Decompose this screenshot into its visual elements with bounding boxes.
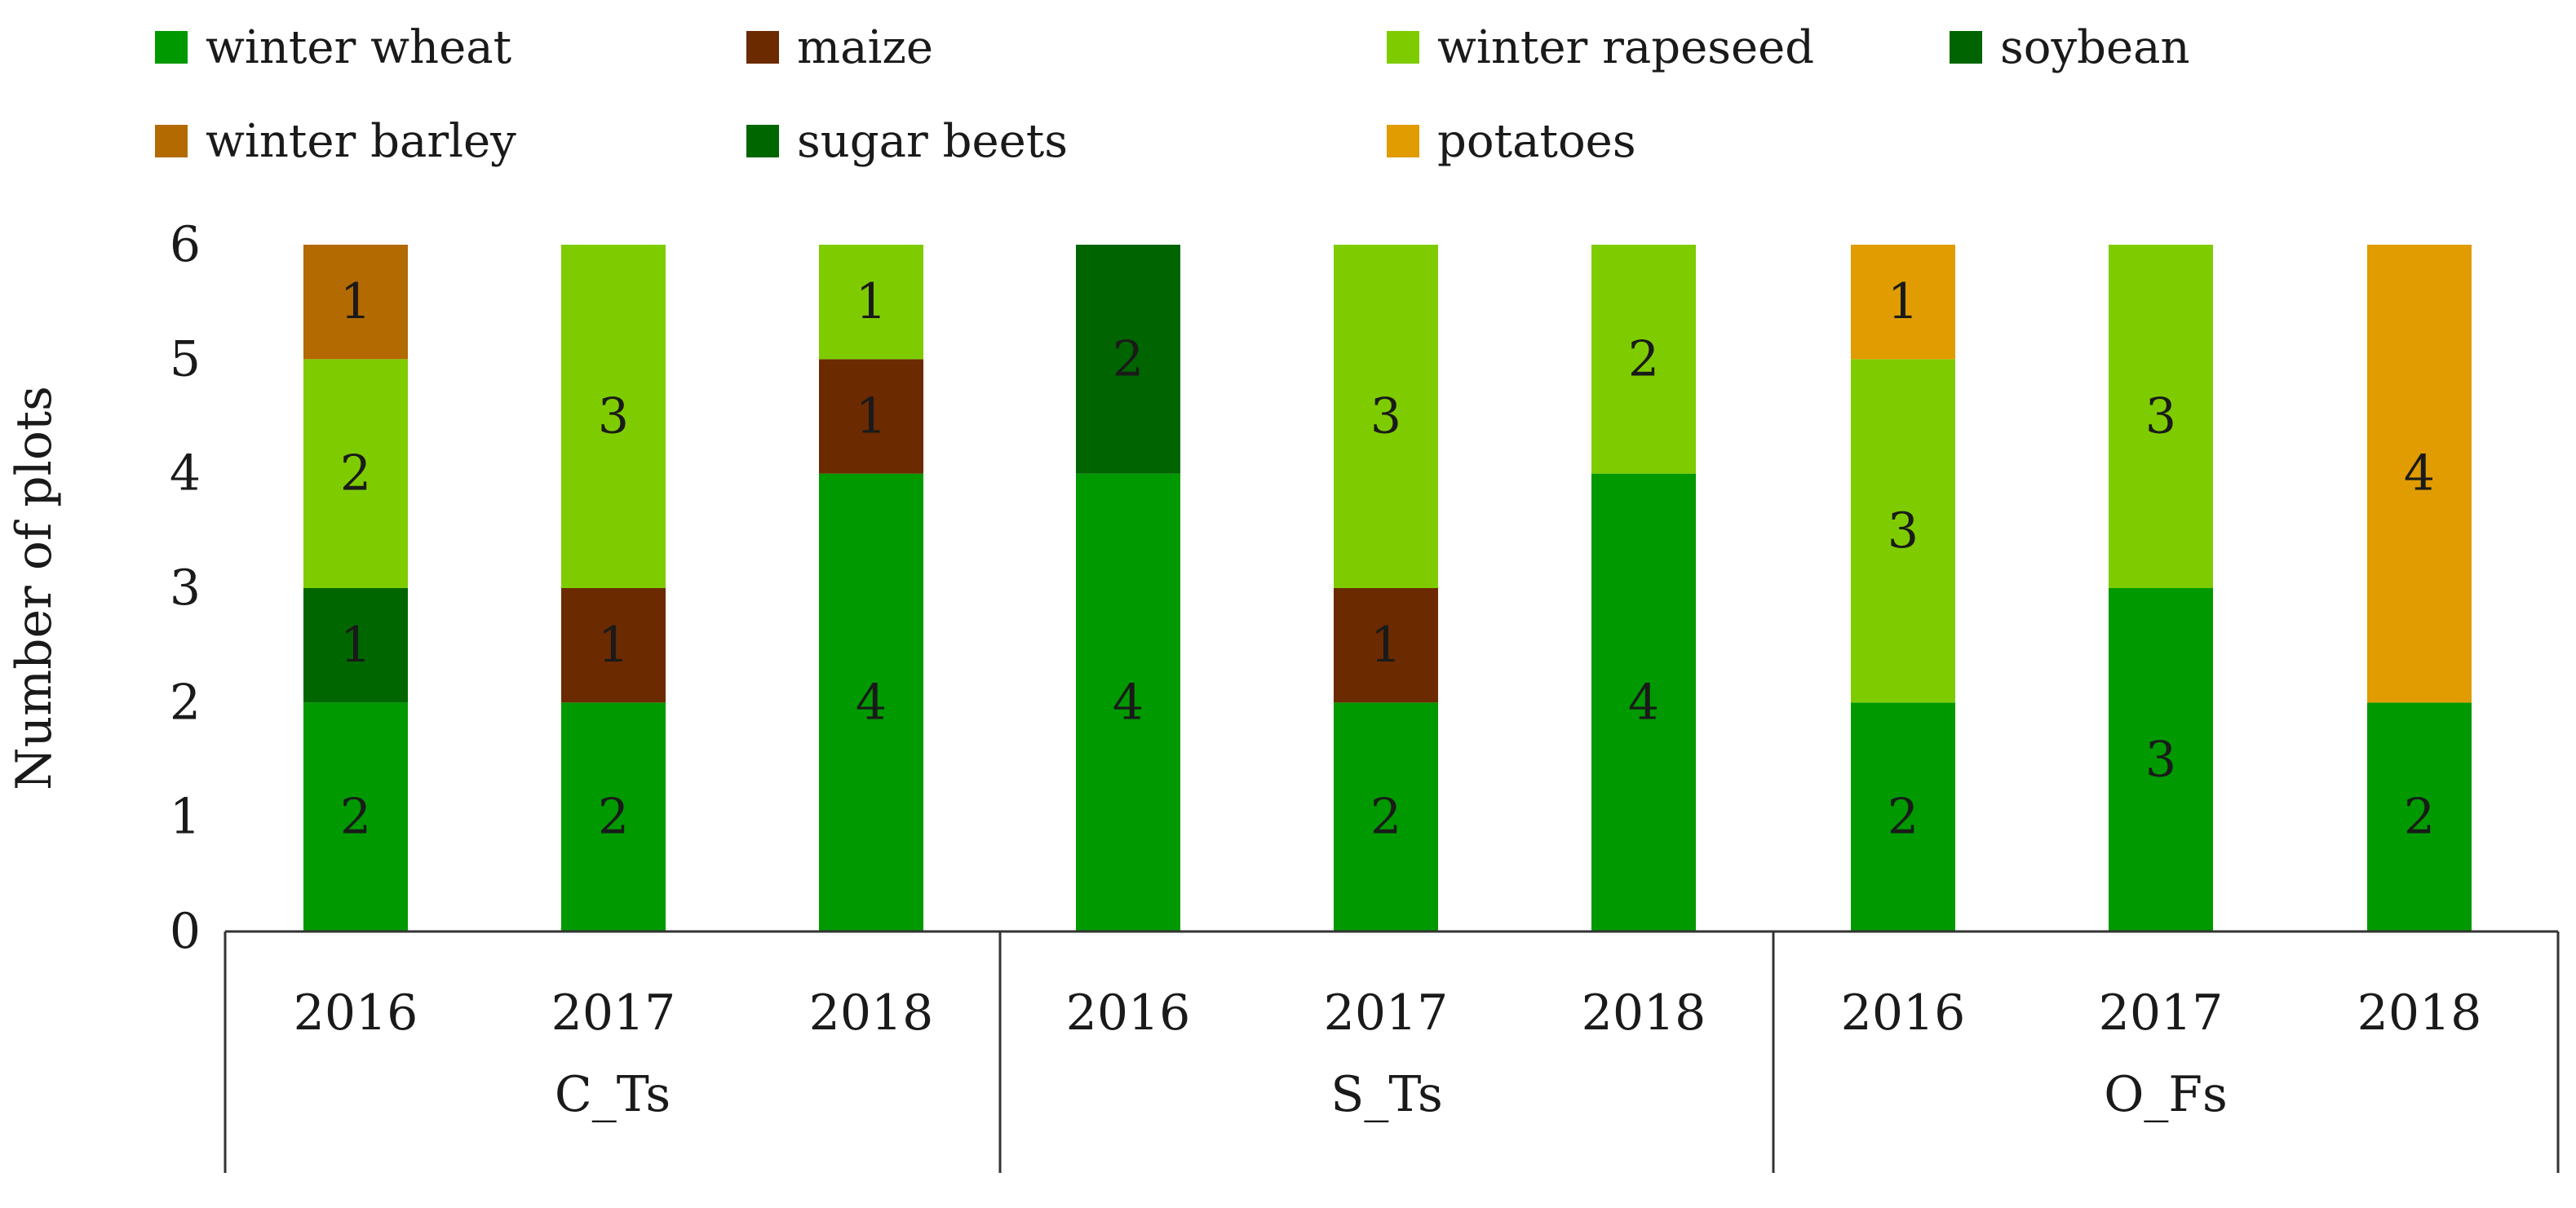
bar-segment-winter-wheat-c-ts-2017 (561, 702, 666, 931)
data-label: 2 (340, 789, 371, 846)
bar-segment-winter-wheat-o-fs-2018 (2367, 702, 2472, 931)
data-label: 2 (1888, 789, 1919, 846)
legend-item-potatoes: potatoes (1387, 108, 1636, 174)
legend-item-sugar-beets: sugar beets (746, 108, 1068, 174)
legend-swatch (1387, 125, 1419, 157)
data-label: 1 (598, 617, 629, 674)
y-tick-label: 2 (170, 674, 201, 731)
bar-segment-maize-c-ts-2018 (819, 359, 923, 474)
bar-segment-winter-wheat-c-ts-2018 (819, 473, 923, 931)
bar-segment-winter-rapeseed-o-fs-2017 (2109, 245, 2213, 588)
x-tick-label: 2017 (551, 985, 676, 1042)
data-label: 4 (1628, 674, 1659, 731)
bar-segment-winter-wheat-s-ts-2017 (1334, 702, 1438, 931)
x-tick-label: 2017 (1324, 985, 1449, 1042)
bar-segment-potatoes-o-fs-2016 (1851, 245, 1955, 360)
data-label: 3 (1370, 388, 1401, 445)
legend-swatch (155, 31, 188, 64)
data-label: 1 (856, 273, 887, 330)
x-tick-label: 2018 (2357, 985, 2482, 1042)
bar-segment-winter-barley-c-ts-2016 (303, 245, 408, 360)
legend-item-soybean: soybean (1950, 15, 2190, 80)
group-label-s-ts: S_Ts (1330, 1066, 1443, 1123)
bar-segment-winter-rapeseed-c-ts-2017 (561, 245, 666, 588)
data-label: 1 (1888, 273, 1919, 330)
x-tick-label: 2016 (1841, 985, 1966, 1042)
legend-item-maize: maize (746, 15, 933, 80)
legend-label: soybean (2000, 20, 2190, 74)
x-tick-label: 2018 (809, 985, 934, 1042)
legend-swatch (155, 125, 188, 157)
legend-swatch (1950, 31, 1982, 64)
x-tick-label: 2016 (1066, 985, 1191, 1042)
bar-segment-winter-rapeseed-s-ts-2018 (1591, 245, 1696, 474)
data-label: 1 (340, 273, 371, 330)
data-label: 4 (2404, 445, 2435, 502)
y-tick-label: 4 (170, 445, 201, 502)
data-label: 2 (340, 445, 371, 502)
legend-swatch (746, 125, 779, 157)
legend-label: maize (797, 20, 934, 74)
bar-segment-winter-wheat-c-ts-2016 (303, 702, 408, 931)
bar-segment-winter-wheat-s-ts-2018 (1591, 473, 1696, 931)
group-label-o-fs: O_Fs (2104, 1066, 2228, 1123)
bar-segment-winter-rapeseed-s-ts-2017 (1334, 245, 1438, 588)
bar-segment-winter-wheat-o-fs-2017 (2109, 588, 2213, 931)
legend-swatch (1387, 31, 1419, 64)
bar-segment-maize-c-ts-2017 (561, 588, 666, 703)
y-tick-label: 1 (170, 789, 201, 846)
data-label: 2 (1113, 330, 1144, 387)
bar-segment-winter-wheat-s-ts-2016 (1076, 473, 1180, 931)
data-label: 1 (856, 388, 887, 445)
legend-label: potatoes (1437, 114, 1636, 168)
data-label: 3 (2145, 388, 2176, 445)
data-label: 4 (1113, 674, 1144, 731)
group-label-c-ts: C_Ts (555, 1066, 671, 1123)
x-tick-label: 2016 (294, 985, 418, 1042)
y-tick-label: 3 (170, 560, 201, 617)
data-label: 1 (1370, 617, 1401, 674)
y-axis-title: Number of plots (6, 386, 63, 790)
y-tick-label: 6 (170, 216, 201, 273)
data-label: 3 (1888, 502, 1919, 560)
bar-segment-winter-rapeseed-c-ts-2016 (303, 359, 408, 588)
bar-segment-maize-s-ts-2017 (1334, 588, 1438, 703)
data-label: 2 (1628, 330, 1659, 387)
bar-segment-winter-rapeseed-c-ts-2018 (819, 245, 923, 360)
legend-item-winter-barley: winter barley (155, 108, 516, 174)
legend-item-winter-wheat: winter wheat (155, 15, 511, 80)
x-tick-label: 2017 (2099, 985, 2224, 1042)
bar-segment-potatoes-o-fs-2018 (2367, 245, 2472, 703)
legend: winter wheat maize winter rapeseed soybean w… (0, 0, 2576, 188)
legend-item-winter-rapeseed: winter rapeseed (1387, 15, 1814, 80)
data-label: 4 (856, 674, 887, 731)
data-label: 3 (598, 388, 629, 445)
bar-segment-winter-rapeseed-o-fs-2016 (1851, 359, 1955, 703)
data-label: 2 (1370, 789, 1401, 846)
data-label: 2 (2404, 789, 2435, 846)
legend-label: sugar beets (797, 114, 1068, 168)
data-label: 3 (2145, 732, 2176, 789)
legend-label: winter wheat (206, 20, 512, 74)
legend-swatch (746, 31, 779, 64)
bar-segment-winter-wheat-o-fs-2016 (1851, 702, 1955, 931)
bar-segment-soybean-s-ts-2016 (1076, 245, 1180, 474)
legend-label: winter rapeseed (1437, 20, 1815, 74)
y-tick-label: 0 (170, 903, 201, 960)
bar-segment-sugar-beets-c-ts-2016 (303, 588, 408, 703)
x-tick-label: 2018 (1582, 985, 1706, 1042)
y-tick-label: 5 (170, 330, 201, 387)
data-label: 1 (340, 617, 371, 674)
legend-label: winter barley (206, 114, 516, 168)
data-label: 2 (598, 789, 629, 846)
